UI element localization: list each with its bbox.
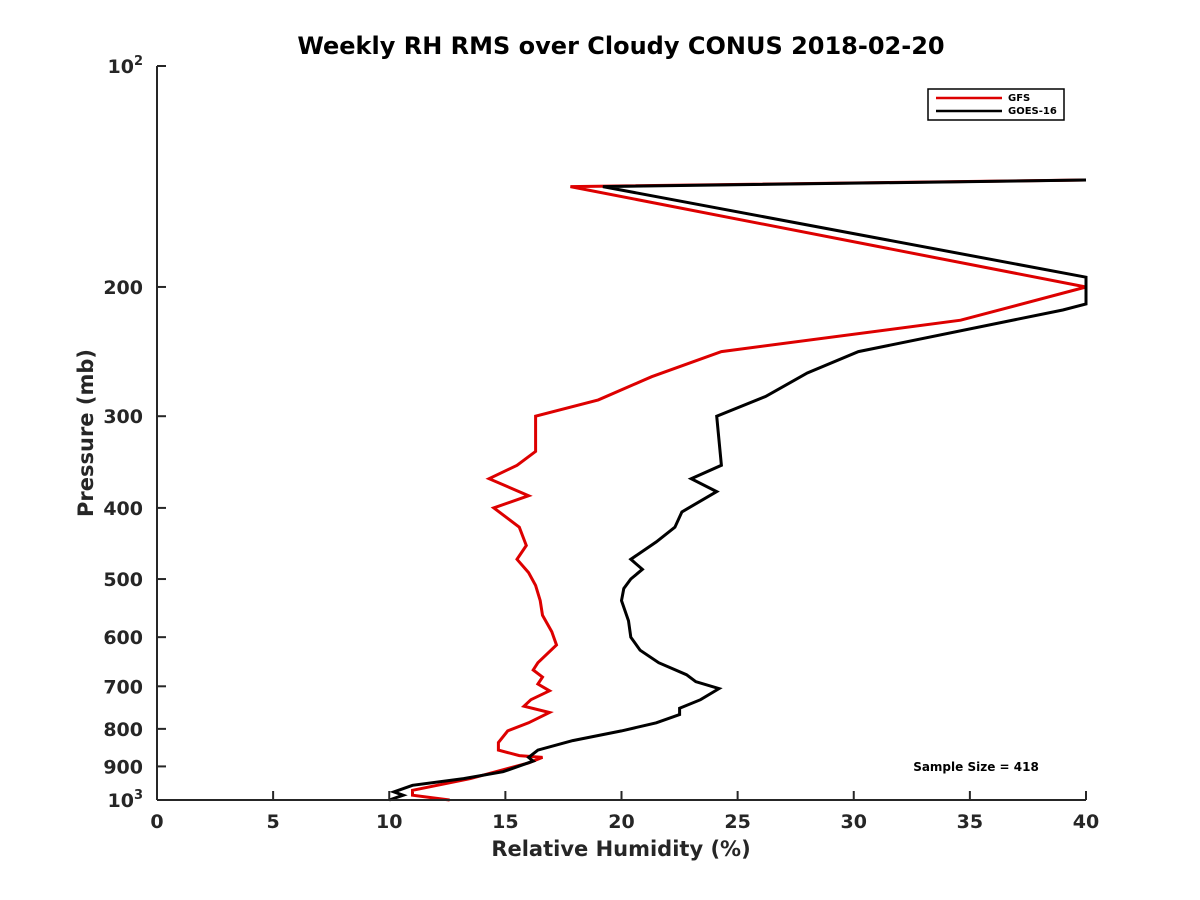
chart-title: Weekly RH RMS over Cloudy CONUS 2018-02-… bbox=[297, 32, 944, 60]
x-tick-label: 30 bbox=[841, 811, 867, 833]
y-tick-label: 400 bbox=[103, 498, 143, 520]
x-tick-label: 0 bbox=[150, 811, 163, 833]
legend-box bbox=[927, 88, 1065, 121]
x-tick-label: 10 bbox=[376, 811, 402, 833]
y-tick-label: 102 bbox=[108, 54, 144, 78]
x-axis-label: Relative Humidity (%) bbox=[491, 837, 750, 861]
x-tick-label: 5 bbox=[267, 811, 280, 833]
x-tick-label: 35 bbox=[957, 811, 983, 833]
y-tick-label: 800 bbox=[103, 719, 143, 741]
y-axis-label: Pressure (mb) bbox=[74, 349, 98, 517]
y-tick-label: 200 bbox=[103, 277, 143, 299]
x-tick-label: 40 bbox=[1073, 811, 1099, 833]
y-tick-label: 600 bbox=[103, 627, 143, 649]
y-tick-label: 103 bbox=[108, 788, 144, 812]
y-tick-label: 700 bbox=[103, 676, 143, 698]
sample-size-annotation: Sample Size = 418 bbox=[913, 760, 1039, 774]
legend-label-goes16: GOES-16 bbox=[1008, 106, 1057, 117]
legend: GFS GOES-16 bbox=[927, 88, 1065, 121]
x-tick-label: 20 bbox=[608, 811, 634, 833]
x-tick-label: 15 bbox=[492, 811, 518, 833]
axes: 0 5 10 15 20 25 30 35 40 102 200 300 400 500 600 700 800… bbox=[103, 54, 1099, 833]
x-tick-label: 25 bbox=[724, 811, 750, 833]
series-line-goes16 bbox=[388, 178, 1088, 802]
series-line-gfs bbox=[411, 178, 1087, 802]
y-tick-label: 300 bbox=[103, 406, 143, 428]
y-tick-label: 900 bbox=[103, 756, 143, 778]
series-layer bbox=[388, 178, 1088, 802]
y-tick-label: 500 bbox=[103, 569, 143, 591]
legend-label-gfs: GFS bbox=[1008, 93, 1030, 104]
